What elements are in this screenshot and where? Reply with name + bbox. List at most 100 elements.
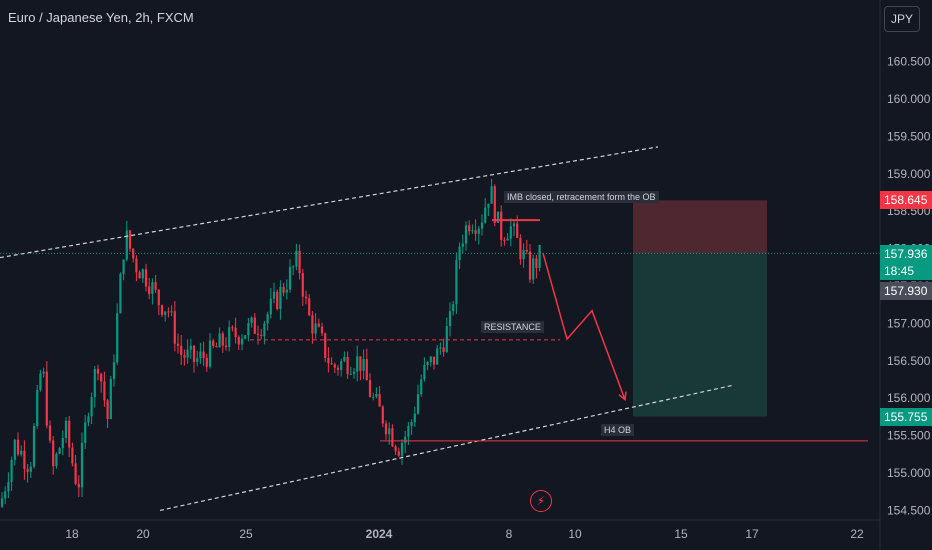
candle-body	[100, 373, 103, 382]
candle-body	[208, 340, 212, 367]
imb-note-label: IMB closed, retracement form the OB	[504, 191, 659, 203]
candle-body	[420, 379, 423, 395]
price-tick-label: 160.000	[887, 92, 931, 106]
candle-body	[391, 428, 394, 447]
candle-body	[170, 311, 173, 313]
candle-body	[192, 345, 196, 362]
last-price-tag: 157.936	[880, 245, 932, 263]
candle-body	[519, 237, 522, 260]
drawings-layer	[0, 146, 880, 511]
time-tick-label: 20	[136, 527, 150, 541]
candle-body	[141, 269, 144, 279]
candle-body	[311, 315, 314, 334]
candle-body	[135, 258, 138, 273]
candle-body	[432, 356, 436, 365]
candle-body	[32, 426, 36, 467]
candle-body	[522, 249, 525, 260]
candle-body	[4, 491, 7, 499]
candle-body	[39, 373, 42, 390]
candle-body	[330, 363, 333, 365]
candle-body	[260, 334, 263, 337]
candle-body	[372, 396, 375, 398]
candle-body	[525, 249, 528, 252]
candle-body	[487, 203, 490, 208]
candle-body	[324, 333, 327, 359]
time-tick-label: 25	[239, 527, 253, 541]
price-tick-label: 155.000	[887, 466, 931, 480]
candle-body	[48, 425, 52, 441]
candle-body	[349, 373, 352, 375]
candle-body	[452, 304, 455, 312]
countdown-tag: 18:45	[880, 262, 932, 280]
lower-channel-line	[159, 384, 733, 511]
candle-body	[493, 186, 496, 223]
candle-body	[84, 422, 87, 443]
currency-button[interactable]: JPY	[884, 6, 920, 32]
candle-body	[90, 396, 93, 417]
candle-body	[20, 450, 23, 455]
candle-body	[154, 282, 157, 290]
candle-body	[500, 211, 503, 240]
price-tick-label: 155.500	[887, 429, 931, 443]
price-tick-label: 157.000	[887, 316, 931, 330]
candle-body	[445, 326, 448, 353]
candle-body	[468, 225, 471, 232]
candle-body	[448, 311, 452, 327]
projection-arrowhead	[618, 391, 627, 402]
candle-body	[484, 207, 487, 223]
candle-body	[368, 380, 372, 397]
candle-body	[394, 446, 397, 452]
candle-body	[400, 442, 404, 456]
candle-body	[231, 327, 234, 329]
candle-body	[282, 286, 285, 293]
lightning-icon[interactable]: ⚡	[530, 490, 552, 512]
candle-body	[362, 359, 365, 371]
candle-body	[71, 447, 74, 464]
candle-body	[128, 230, 132, 249]
candle-body	[279, 286, 282, 309]
stop-price-tag: 158.645	[880, 191, 932, 209]
candle-body	[93, 368, 96, 397]
candle-body	[138, 272, 141, 279]
candle-body	[119, 274, 122, 314]
candle-body	[410, 422, 413, 427]
candle-body	[269, 298, 272, 315]
candle-body	[388, 428, 391, 435]
candle-body	[276, 291, 279, 309]
candle-body	[132, 248, 135, 259]
candle-body	[308, 298, 311, 316]
candle-body	[352, 371, 356, 374]
candle-body	[0, 498, 4, 507]
price-tick-label: 156.000	[887, 391, 931, 405]
h4-ob-label: H4 OB	[601, 424, 635, 436]
candle-body	[221, 333, 224, 346]
candle-body	[298, 250, 301, 274]
target-price-tag: 155.755	[880, 408, 932, 426]
candle-body	[516, 223, 519, 238]
candle-body	[103, 381, 106, 401]
candle-body	[125, 230, 128, 260]
candle-body	[202, 351, 205, 358]
candle-body	[180, 345, 183, 356]
candle-body	[52, 440, 55, 467]
candle-body	[535, 258, 538, 269]
time-tick-label: 8	[506, 527, 513, 541]
candle-body	[224, 345, 228, 348]
candle-body	[80, 442, 84, 488]
candle-body	[151, 282, 154, 295]
candle-body	[317, 323, 320, 327]
candle-body	[122, 259, 125, 275]
candle-body	[45, 371, 48, 426]
candle-body	[285, 289, 288, 293]
candle-body	[455, 260, 458, 305]
candle-body	[512, 223, 516, 227]
take-profit-zone	[633, 253, 767, 417]
bid-price-tag: 157.930	[880, 282, 932, 300]
candle-body	[237, 337, 240, 345]
candle-body	[423, 365, 426, 380]
candle-body	[96, 368, 100, 374]
projection-path	[542, 252, 626, 400]
candle-body	[218, 333, 221, 348]
candle-body	[196, 358, 199, 362]
